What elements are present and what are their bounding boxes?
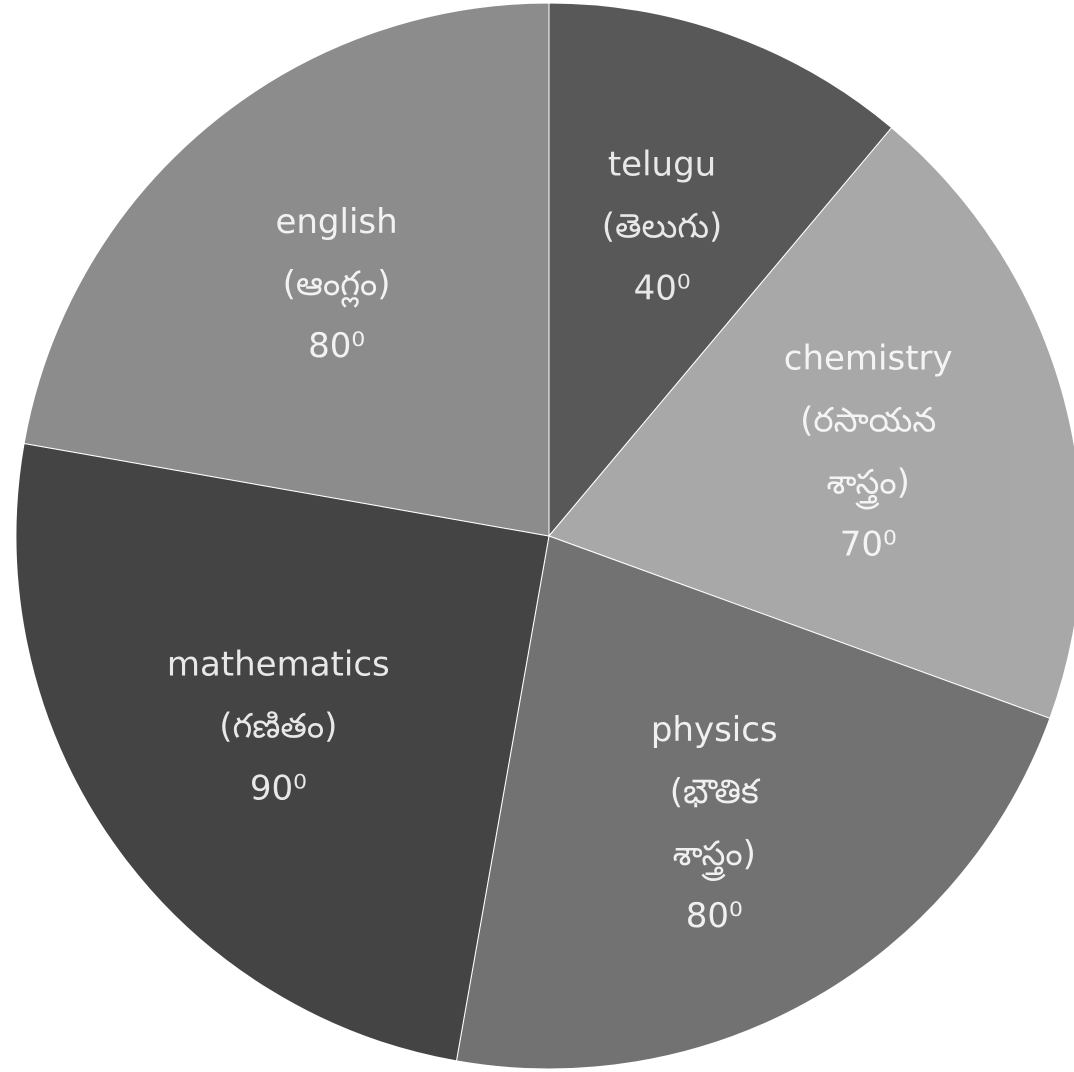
pie-label-mathematics: mathematics (గణితం) 90⁰: [167, 645, 390, 809]
pie-slice-english: [23, 2, 550, 537]
pie-slice-telugu: [548, 2, 893, 538]
pie-label-physics: physics (భౌతిక శాస్త్రం) 80⁰: [651, 710, 778, 936]
pie-label-chemistry: chemistry (రసాయన శాస్త్రం) 70⁰: [784, 338, 953, 564]
pie-slice-mathematics: [15, 442, 550, 1062]
slice-label-line-chemistry-0: chemistry: [784, 338, 953, 378]
slice-label-line-english-0: english: [275, 202, 397, 242]
slice-label-line-telugu-1: (తెలుగు): [602, 206, 722, 246]
slice-label-line-mathematics-1: (గణితం): [219, 707, 337, 747]
value-label-physics: 80⁰: [686, 896, 743, 936]
value-label-mathematics: 90⁰: [250, 769, 307, 809]
slice-label-line-physics-1: (భౌతిక: [670, 772, 761, 812]
pie-label-telugu: telugu (తెలుగు) 40⁰: [602, 144, 722, 308]
pie-slice-chemistry: [548, 126, 1074, 719]
slice-label-line-telugu-0: telugu: [608, 144, 716, 184]
slice-label-line-physics-2: శాస్త్రం): [673, 834, 756, 881]
slice-label-line-physics-0: physics: [651, 710, 778, 750]
value-label-chemistry: 70⁰: [840, 524, 897, 564]
pie-label-english: english (ఆంగ్లం) 80⁰: [275, 202, 397, 366]
slice-label-line-english-1: (ఆంగ్లం): [283, 264, 391, 308]
slice-label-line-chemistry-2: శాస్త్రం): [827, 462, 910, 509]
pie-labels: telugu (తెలుగు) 40⁰ chemistry (రసాయన శాస్త్రం…: [167, 144, 953, 936]
slice-label-line-mathematics-0: mathematics: [167, 645, 390, 685]
pie-slice-physics: [455, 535, 1051, 1070]
slice-label-line-chemistry-1: (రసాయన: [800, 400, 936, 440]
value-label-english: 80⁰: [308, 326, 365, 366]
value-label-telugu: 40⁰: [634, 268, 691, 308]
pie-slices: [15, 2, 1074, 1070]
